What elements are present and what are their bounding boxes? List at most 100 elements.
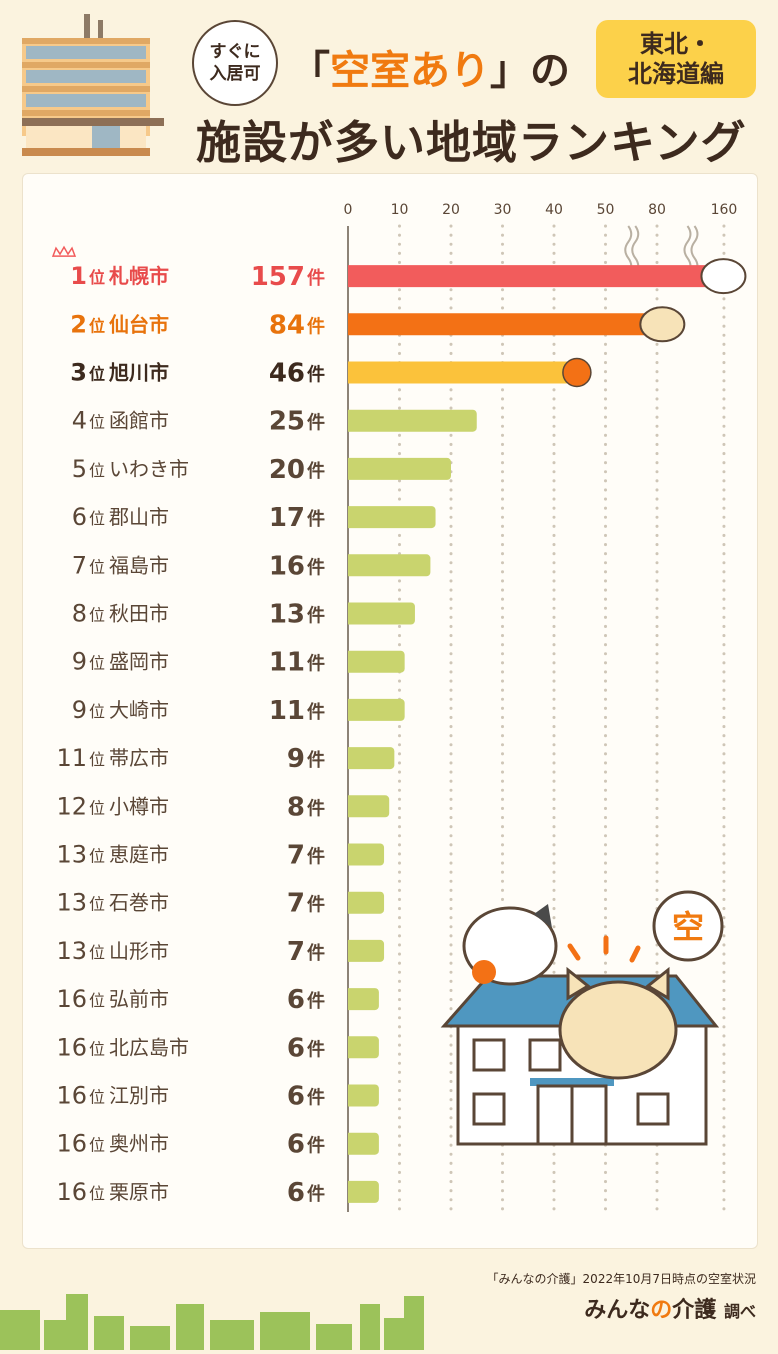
axis-tick-label: 0 <box>344 202 353 218</box>
bar <box>348 650 405 673</box>
city-skyline <box>0 1290 440 1354</box>
value-unit: 件 <box>307 797 325 819</box>
rank-suffix: 位 <box>89 1184 105 1203</box>
rank-suffix: 位 <box>89 1136 105 1155</box>
rank-number: 8 <box>72 600 87 628</box>
value-label: 20 <box>269 455 305 485</box>
city-label: 小樽市 <box>109 794 169 818</box>
rank-suffix: 位 <box>89 1088 105 1107</box>
rank-number: 13 <box>56 937 87 965</box>
building-icon <box>22 14 164 164</box>
rank-suffix: 位 <box>89 895 105 914</box>
city-label: 石巻市 <box>109 891 169 915</box>
value-unit: 件 <box>307 1087 325 1109</box>
rank-number: 7 <box>72 551 87 579</box>
city-label: 盛岡市 <box>109 650 169 674</box>
rank-number: 2 <box>70 310 87 338</box>
rank-suffix: 位 <box>89 702 105 721</box>
rank-suffix: 位 <box>89 1039 105 1058</box>
city-label: 郡山市 <box>109 505 169 529</box>
rank-number: 4 <box>72 407 87 435</box>
bar <box>348 698 405 721</box>
city-label: 江別市 <box>109 1084 169 1108</box>
city-label: 大崎市 <box>109 698 169 722</box>
axis-tick-label: 80 <box>648 202 666 218</box>
axis-tick-label: 10 <box>391 202 409 218</box>
chart-panel: 0 10 20 30 40 50 80 160 1 位札幌市 157 件 2 位仙台市 84 件 3 位旭川市 46… <box>22 173 758 1249</box>
axis-tick-label: 20 <box>442 202 460 218</box>
rank-suffix: 位 <box>89 413 105 432</box>
cat-face-icon <box>700 258 747 295</box>
bar <box>348 409 477 432</box>
city-label: いわき市 <box>109 457 189 481</box>
value-unit: 件 <box>307 508 325 530</box>
value-label: 9 <box>287 744 305 774</box>
value-label: 6 <box>287 1082 305 1112</box>
city-label: 弘前市 <box>109 987 169 1011</box>
value-label: 25 <box>269 407 305 437</box>
rank-suffix: 位 <box>89 461 105 480</box>
value-unit: 件 <box>307 412 325 434</box>
value-label: 11 <box>269 648 305 678</box>
bar <box>348 843 385 866</box>
bar <box>348 1084 379 1107</box>
bar <box>348 988 379 1011</box>
value-label: 7 <box>287 841 305 871</box>
brand-suffix: 調べ <box>723 1302 756 1321</box>
axis-tick-label: 50 <box>597 202 615 218</box>
footer-brand: みんなの介護 調べ <box>584 1292 756 1324</box>
rank-suffix: 位 <box>89 268 105 287</box>
city-label: 秋田市 <box>109 602 169 626</box>
value-label: 6 <box>287 1178 305 1208</box>
value-label: 13 <box>269 600 305 630</box>
illustration-text: 空 <box>672 908 704 946</box>
value-label: 17 <box>269 503 305 533</box>
rank-suffix: 位 <box>89 606 105 625</box>
bar <box>348 939 385 962</box>
rank-number: 13 <box>56 889 87 917</box>
value-unit: 件 <box>307 315 325 337</box>
bubble-line-1: すぐに <box>209 42 261 62</box>
rank-suffix: 位 <box>89 991 105 1010</box>
city-label: 旭川市 <box>108 361 169 385</box>
value-unit: 件 <box>307 364 325 386</box>
rank-number: 9 <box>72 648 87 676</box>
axis-tick-label: 40 <box>545 202 563 218</box>
rank-suffix: 位 <box>89 847 105 866</box>
region-line-2: 北海道編 <box>628 60 724 88</box>
rank-suffix: 位 <box>89 365 105 384</box>
crown-icon <box>51 245 77 257</box>
rank-suffix: 位 <box>89 316 105 335</box>
rank-suffix: 位 <box>89 798 105 817</box>
bar <box>347 265 722 288</box>
bar <box>348 361 585 384</box>
bar <box>348 795 390 818</box>
brand-part-a: みんな <box>584 1298 651 1323</box>
rank-number: 12 <box>56 792 87 820</box>
orange-icon <box>562 357 592 388</box>
value-label: 157 <box>251 262 305 292</box>
city-label: 仙台市 <box>109 312 169 336</box>
value-label: 6 <box>287 985 305 1015</box>
title-accent: 空室あり <box>330 48 490 94</box>
value-unit: 件 <box>307 894 325 916</box>
value-label: 7 <box>287 889 305 919</box>
city-label: 帯広市 <box>109 746 169 770</box>
city-label: 函館市 <box>109 409 169 433</box>
rank-number: 16 <box>56 1130 87 1158</box>
value-label: 6 <box>287 1130 305 1160</box>
city-label: 奥州市 <box>109 1132 169 1156</box>
value-label: 6 <box>287 1033 305 1063</box>
value-unit: 件 <box>307 990 325 1012</box>
city-label: 北広島市 <box>109 1035 189 1059</box>
value-unit: 件 <box>307 749 325 771</box>
bar <box>348 747 395 770</box>
cat-face-icon <box>639 306 686 343</box>
city-label: 恵庭市 <box>109 843 169 867</box>
city-label: 山形市 <box>109 939 169 963</box>
rank-number: 16 <box>56 1082 87 1110</box>
value-label: 46 <box>269 359 305 389</box>
rank-number: 16 <box>56 985 87 1013</box>
bar <box>348 1180 379 1203</box>
bar <box>348 506 436 529</box>
